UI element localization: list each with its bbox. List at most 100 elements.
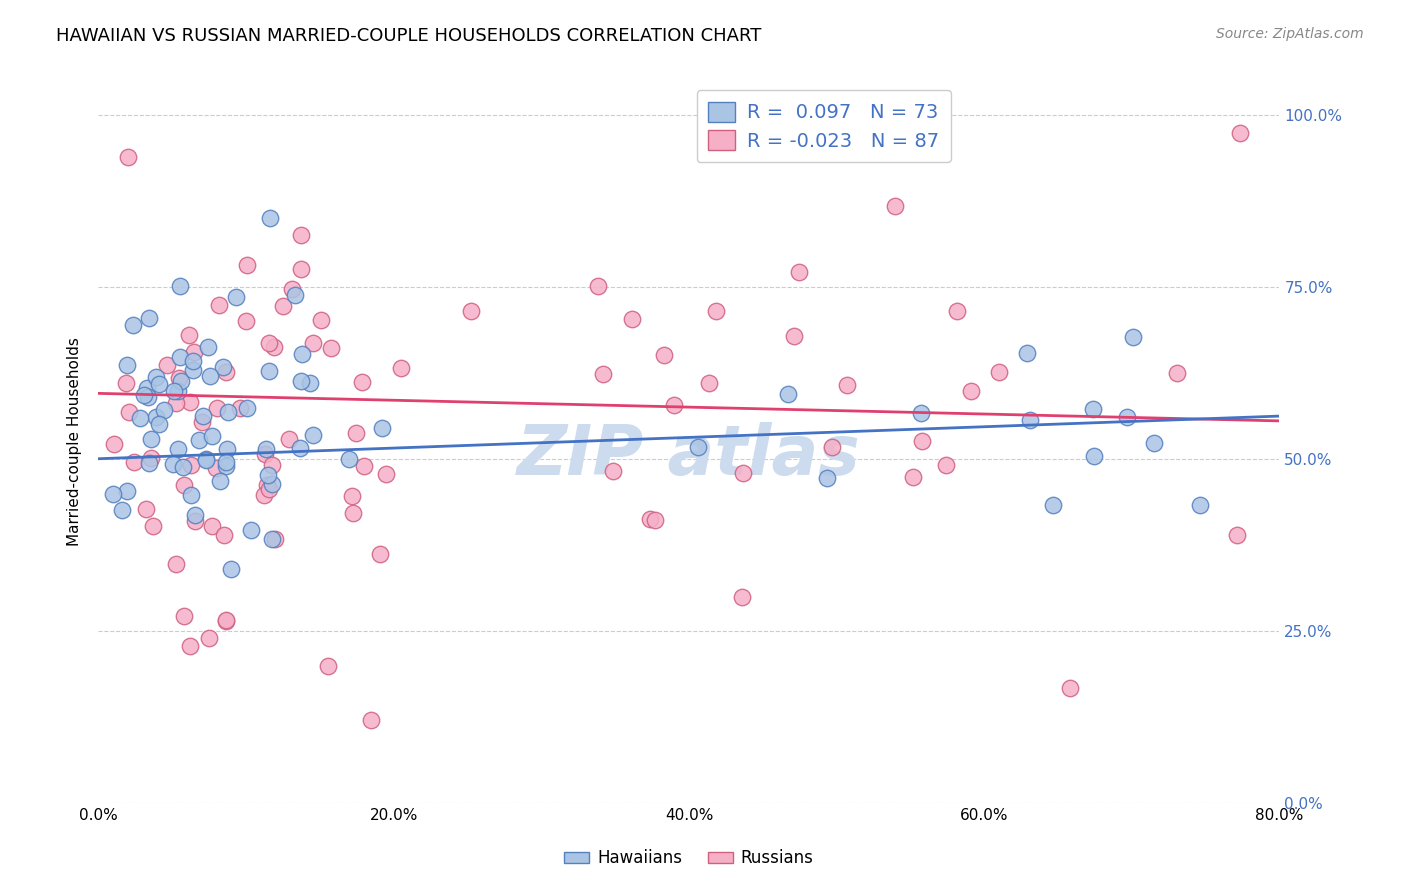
Point <box>278 432 301 446</box>
Point <box>704 304 727 318</box>
Point <box>200 368 222 383</box>
Point <box>935 458 957 473</box>
Point <box>389 361 412 376</box>
Point <box>1226 528 1249 542</box>
Point <box>128 411 150 425</box>
Point <box>153 403 176 417</box>
Point <box>184 508 207 523</box>
Point <box>787 265 810 279</box>
Point <box>257 335 280 350</box>
Point <box>1042 498 1064 512</box>
Point <box>254 442 277 457</box>
Point <box>101 487 124 501</box>
Point <box>148 376 170 391</box>
Point <box>1143 436 1166 450</box>
Point <box>368 547 391 561</box>
Point <box>1116 409 1139 424</box>
Text: ZIP atlas: ZIP atlas <box>517 423 860 490</box>
Point <box>135 501 157 516</box>
Point <box>187 434 209 448</box>
Point <box>946 304 969 318</box>
Point <box>337 452 360 467</box>
Point <box>686 440 709 454</box>
Point <box>837 377 859 392</box>
Point <box>142 519 165 533</box>
Point <box>235 314 257 328</box>
Point <box>662 398 685 412</box>
Point <box>184 514 207 528</box>
Point <box>620 311 643 326</box>
Point <box>253 488 276 502</box>
Point <box>371 420 394 434</box>
Point <box>1019 413 1042 427</box>
Point <box>179 394 201 409</box>
Point <box>342 506 364 520</box>
Point <box>209 474 232 488</box>
Point <box>733 466 755 480</box>
Point <box>352 375 374 389</box>
Point <box>290 262 312 277</box>
Point <box>910 406 932 420</box>
Point <box>103 436 125 450</box>
Point <box>173 608 195 623</box>
Point <box>254 447 277 461</box>
Point <box>1015 346 1038 360</box>
Point <box>821 441 844 455</box>
Point <box>215 442 238 456</box>
Point <box>260 533 283 547</box>
Point <box>256 468 278 483</box>
Point <box>782 328 804 343</box>
Point <box>699 376 721 391</box>
Point <box>1083 449 1105 463</box>
Point <box>291 347 314 361</box>
Point <box>162 457 184 471</box>
Point <box>191 409 214 423</box>
Point <box>138 310 160 325</box>
Point <box>228 401 250 416</box>
Point <box>166 557 188 571</box>
Point <box>122 455 145 469</box>
Point <box>115 358 138 372</box>
Point <box>167 384 190 398</box>
Point <box>132 388 155 402</box>
Point <box>1081 402 1104 417</box>
Point <box>177 327 200 342</box>
Point <box>592 367 614 381</box>
Point <box>1122 329 1144 343</box>
Legend: Hawaiians, Russians: Hawaiians, Russians <box>558 843 820 874</box>
Point <box>236 258 259 272</box>
Point <box>263 340 285 354</box>
Point <box>197 340 219 354</box>
Point <box>353 459 375 474</box>
Point <box>959 384 981 399</box>
Point <box>145 369 167 384</box>
Point <box>290 374 312 388</box>
Point <box>139 433 162 447</box>
Point <box>181 363 204 377</box>
Point <box>302 427 325 442</box>
Point <box>148 417 170 432</box>
Point <box>302 336 325 351</box>
Point <box>115 376 138 390</box>
Point <box>586 278 609 293</box>
Point <box>883 199 905 213</box>
Point <box>217 405 239 419</box>
Point <box>259 482 281 496</box>
Point <box>198 631 221 645</box>
Point <box>260 458 283 472</box>
Point <box>163 384 186 399</box>
Point <box>111 502 134 516</box>
Point <box>284 288 307 302</box>
Point <box>212 360 235 375</box>
Point <box>172 460 194 475</box>
Point <box>145 410 167 425</box>
Point <box>169 350 191 364</box>
Point <box>219 562 242 576</box>
Point <box>1059 681 1081 695</box>
Point <box>169 278 191 293</box>
Point <box>240 523 263 537</box>
Point <box>644 513 666 527</box>
Point <box>901 470 924 484</box>
Point <box>638 512 661 526</box>
Point <box>117 150 139 164</box>
